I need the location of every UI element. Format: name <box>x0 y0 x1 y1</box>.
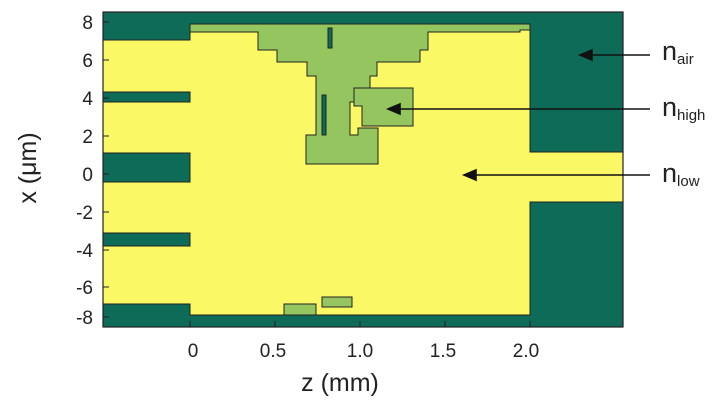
label-n-high: nhigh <box>662 92 705 124</box>
x-tick-label: 2.0 <box>513 341 539 362</box>
y-tick-label: 0 <box>82 165 93 186</box>
y-tick-label: -6 <box>76 278 93 299</box>
y-tick-label: -2 <box>76 203 93 224</box>
arrowhead-icon <box>385 102 401 116</box>
y-axis <box>103 21 109 318</box>
high-index-bottom-block-2 <box>283 303 317 316</box>
x-axis <box>189 321 531 327</box>
x-axis-title: z (mm) <box>301 369 379 397</box>
x-tick-label: 1.0 <box>347 341 373 362</box>
air-notch-middle <box>321 94 327 136</box>
y-tick-label: -8 <box>76 308 93 329</box>
y-tick-label: 2 <box>82 127 93 148</box>
x-tick-label: 1.5 <box>430 341 456 362</box>
arrowhead-icon <box>577 48 593 62</box>
y-tick-label: 6 <box>82 51 93 72</box>
arrowhead-icon <box>461 168 477 182</box>
callout-arrows <box>385 48 650 182</box>
x-tick-label: 0 <box>188 341 199 362</box>
y-axis-title: x (μm) <box>14 132 42 203</box>
plot-frame <box>102 11 624 328</box>
y-tick-label: 4 <box>82 89 93 110</box>
x-tick-label: 0.5 <box>260 341 286 362</box>
y-tick-label: -4 <box>76 241 93 262</box>
label-n-air: nair <box>662 36 694 68</box>
high-index-structure-wing <box>353 87 414 127</box>
air-notch-left <box>327 27 333 49</box>
label-n-low: nlow <box>662 158 700 190</box>
high-index-bottom-block-1 <box>321 296 353 308</box>
y-tick-label: 8 <box>82 13 93 34</box>
